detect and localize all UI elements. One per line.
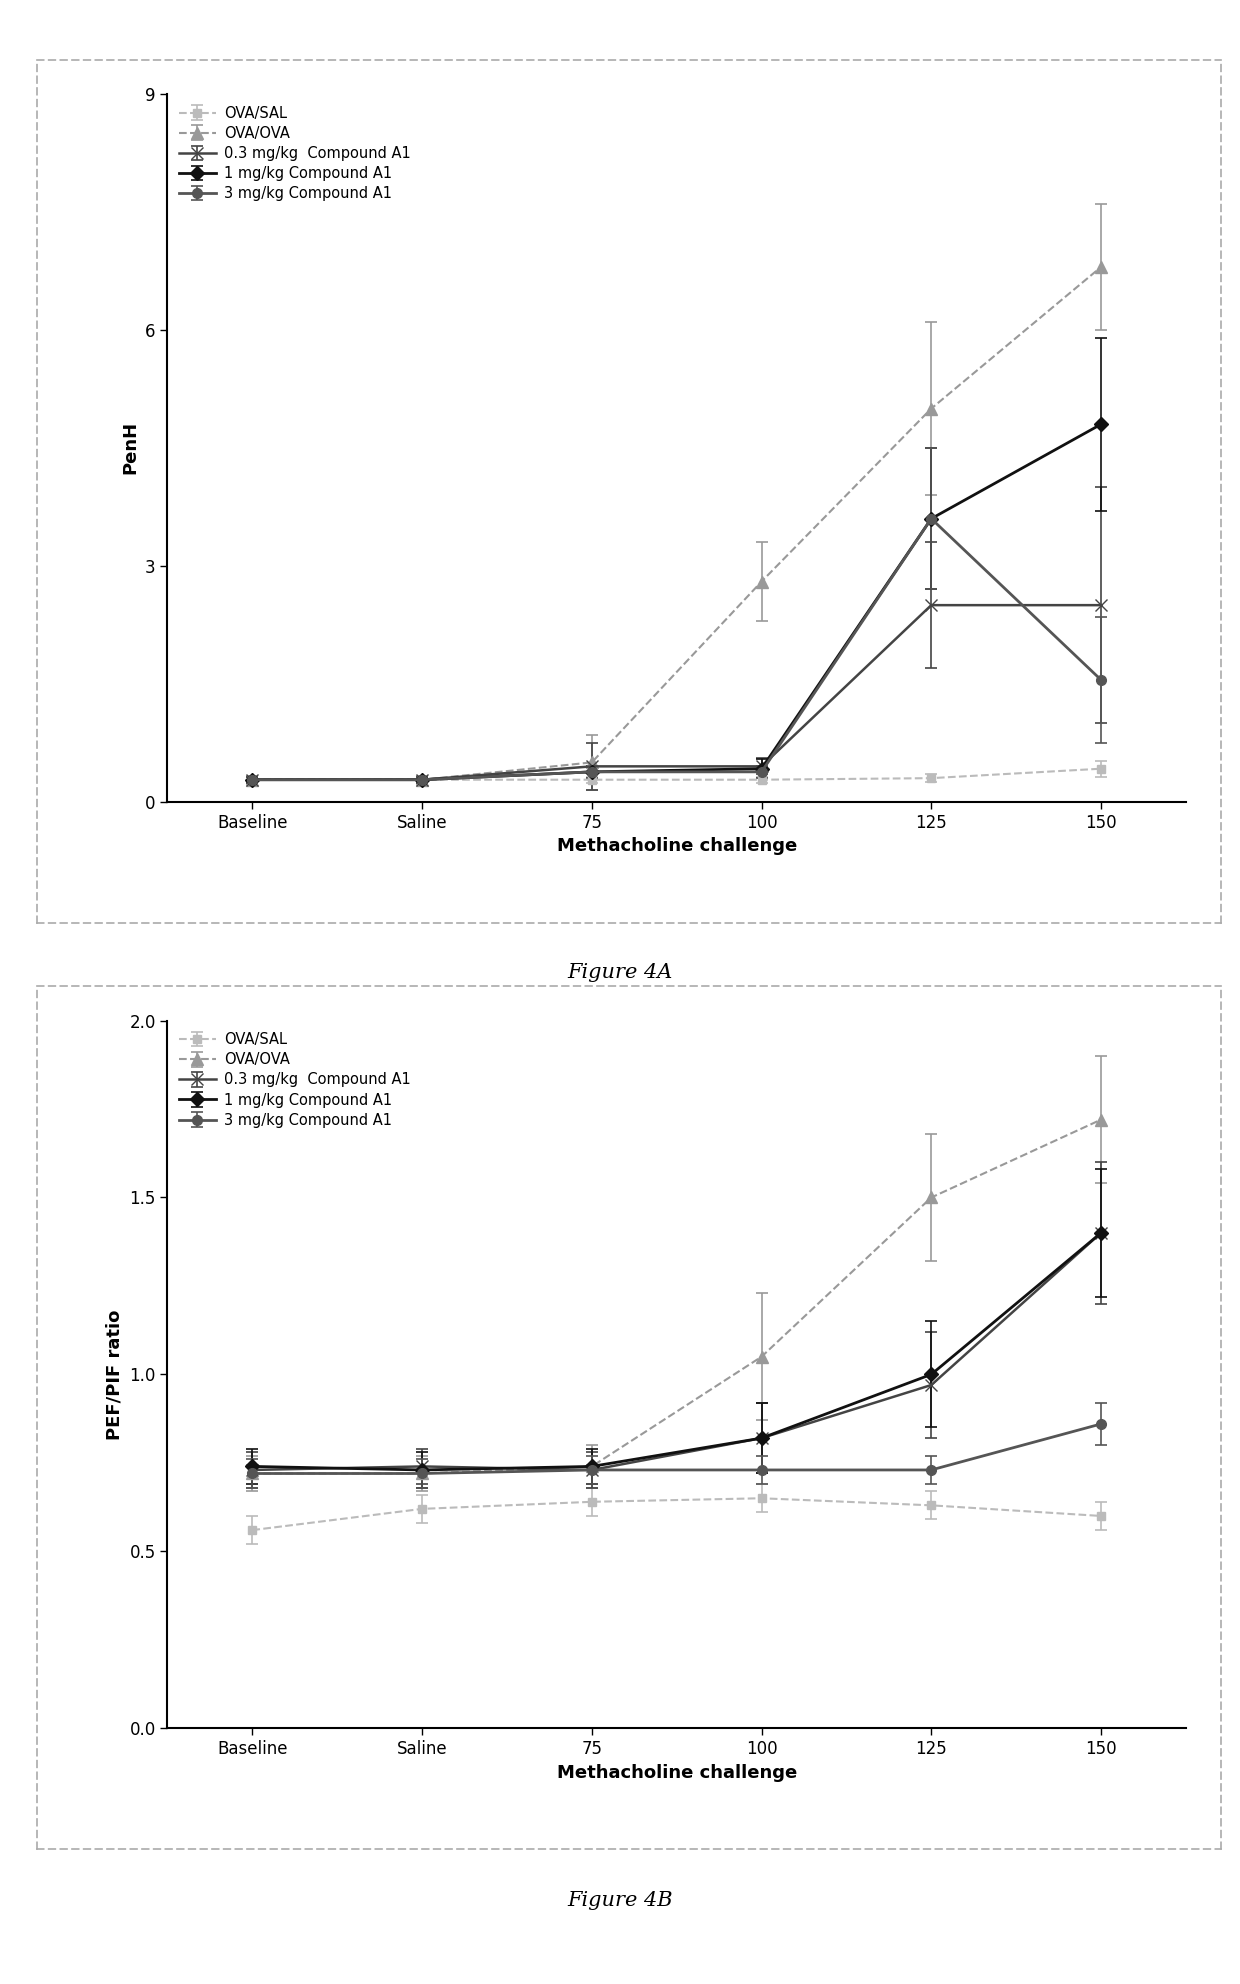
Legend: OVA/SAL, OVA/OVA, 0.3 mg/kg  Compound A1, 1 mg/kg Compound A1, 3 mg/kg Compound : OVA/SAL, OVA/OVA, 0.3 mg/kg Compound A1,… (175, 101, 415, 206)
X-axis label: Methacholine challenge: Methacholine challenge (557, 1764, 797, 1782)
Y-axis label: PenH: PenH (122, 421, 139, 474)
X-axis label: Methacholine challenge: Methacholine challenge (557, 837, 797, 855)
Text: Figure 4B: Figure 4B (567, 1891, 673, 1911)
Text: Figure 4A: Figure 4A (568, 962, 672, 982)
Y-axis label: PEF/PIF ratio: PEF/PIF ratio (105, 1309, 124, 1440)
Legend: OVA/SAL, OVA/OVA, 0.3 mg/kg  Compound A1, 1 mg/kg Compound A1, 3 mg/kg Compound : OVA/SAL, OVA/OVA, 0.3 mg/kg Compound A1,… (175, 1028, 415, 1133)
